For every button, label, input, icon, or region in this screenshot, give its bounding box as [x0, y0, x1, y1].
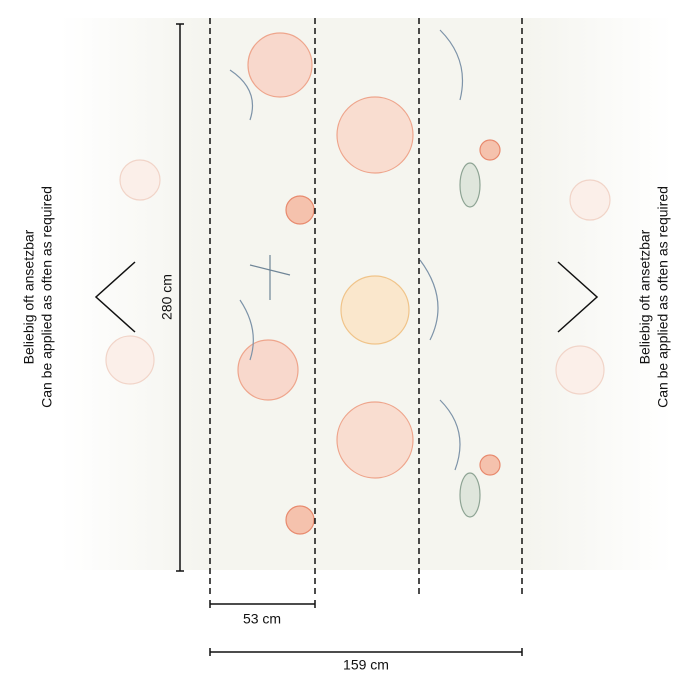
panel-width-dimension — [209, 600, 316, 608]
total-width-dimension — [209, 648, 523, 656]
height-label: 280 cm — [159, 274, 175, 320]
side-note: Can be applied as often as required — [39, 186, 55, 408]
faded-right-panel — [522, 18, 672, 570]
side-note: Beliebig oft ansetzbar — [21, 229, 37, 364]
total-width-label: 159 cm — [343, 657, 389, 673]
side-note: Can be applied as often as required — [655, 186, 671, 408]
repeat-arrow-right — [557, 261, 599, 333]
panel-width-label: 53 cm — [243, 611, 281, 627]
floral-decoration — [105, 29, 611, 535]
side-note: Beliebig oft ansetzbar — [637, 229, 653, 364]
height-dimension — [176, 23, 184, 572]
repeat-arrow-left — [94, 261, 136, 333]
faded-left-panel — [60, 18, 210, 570]
